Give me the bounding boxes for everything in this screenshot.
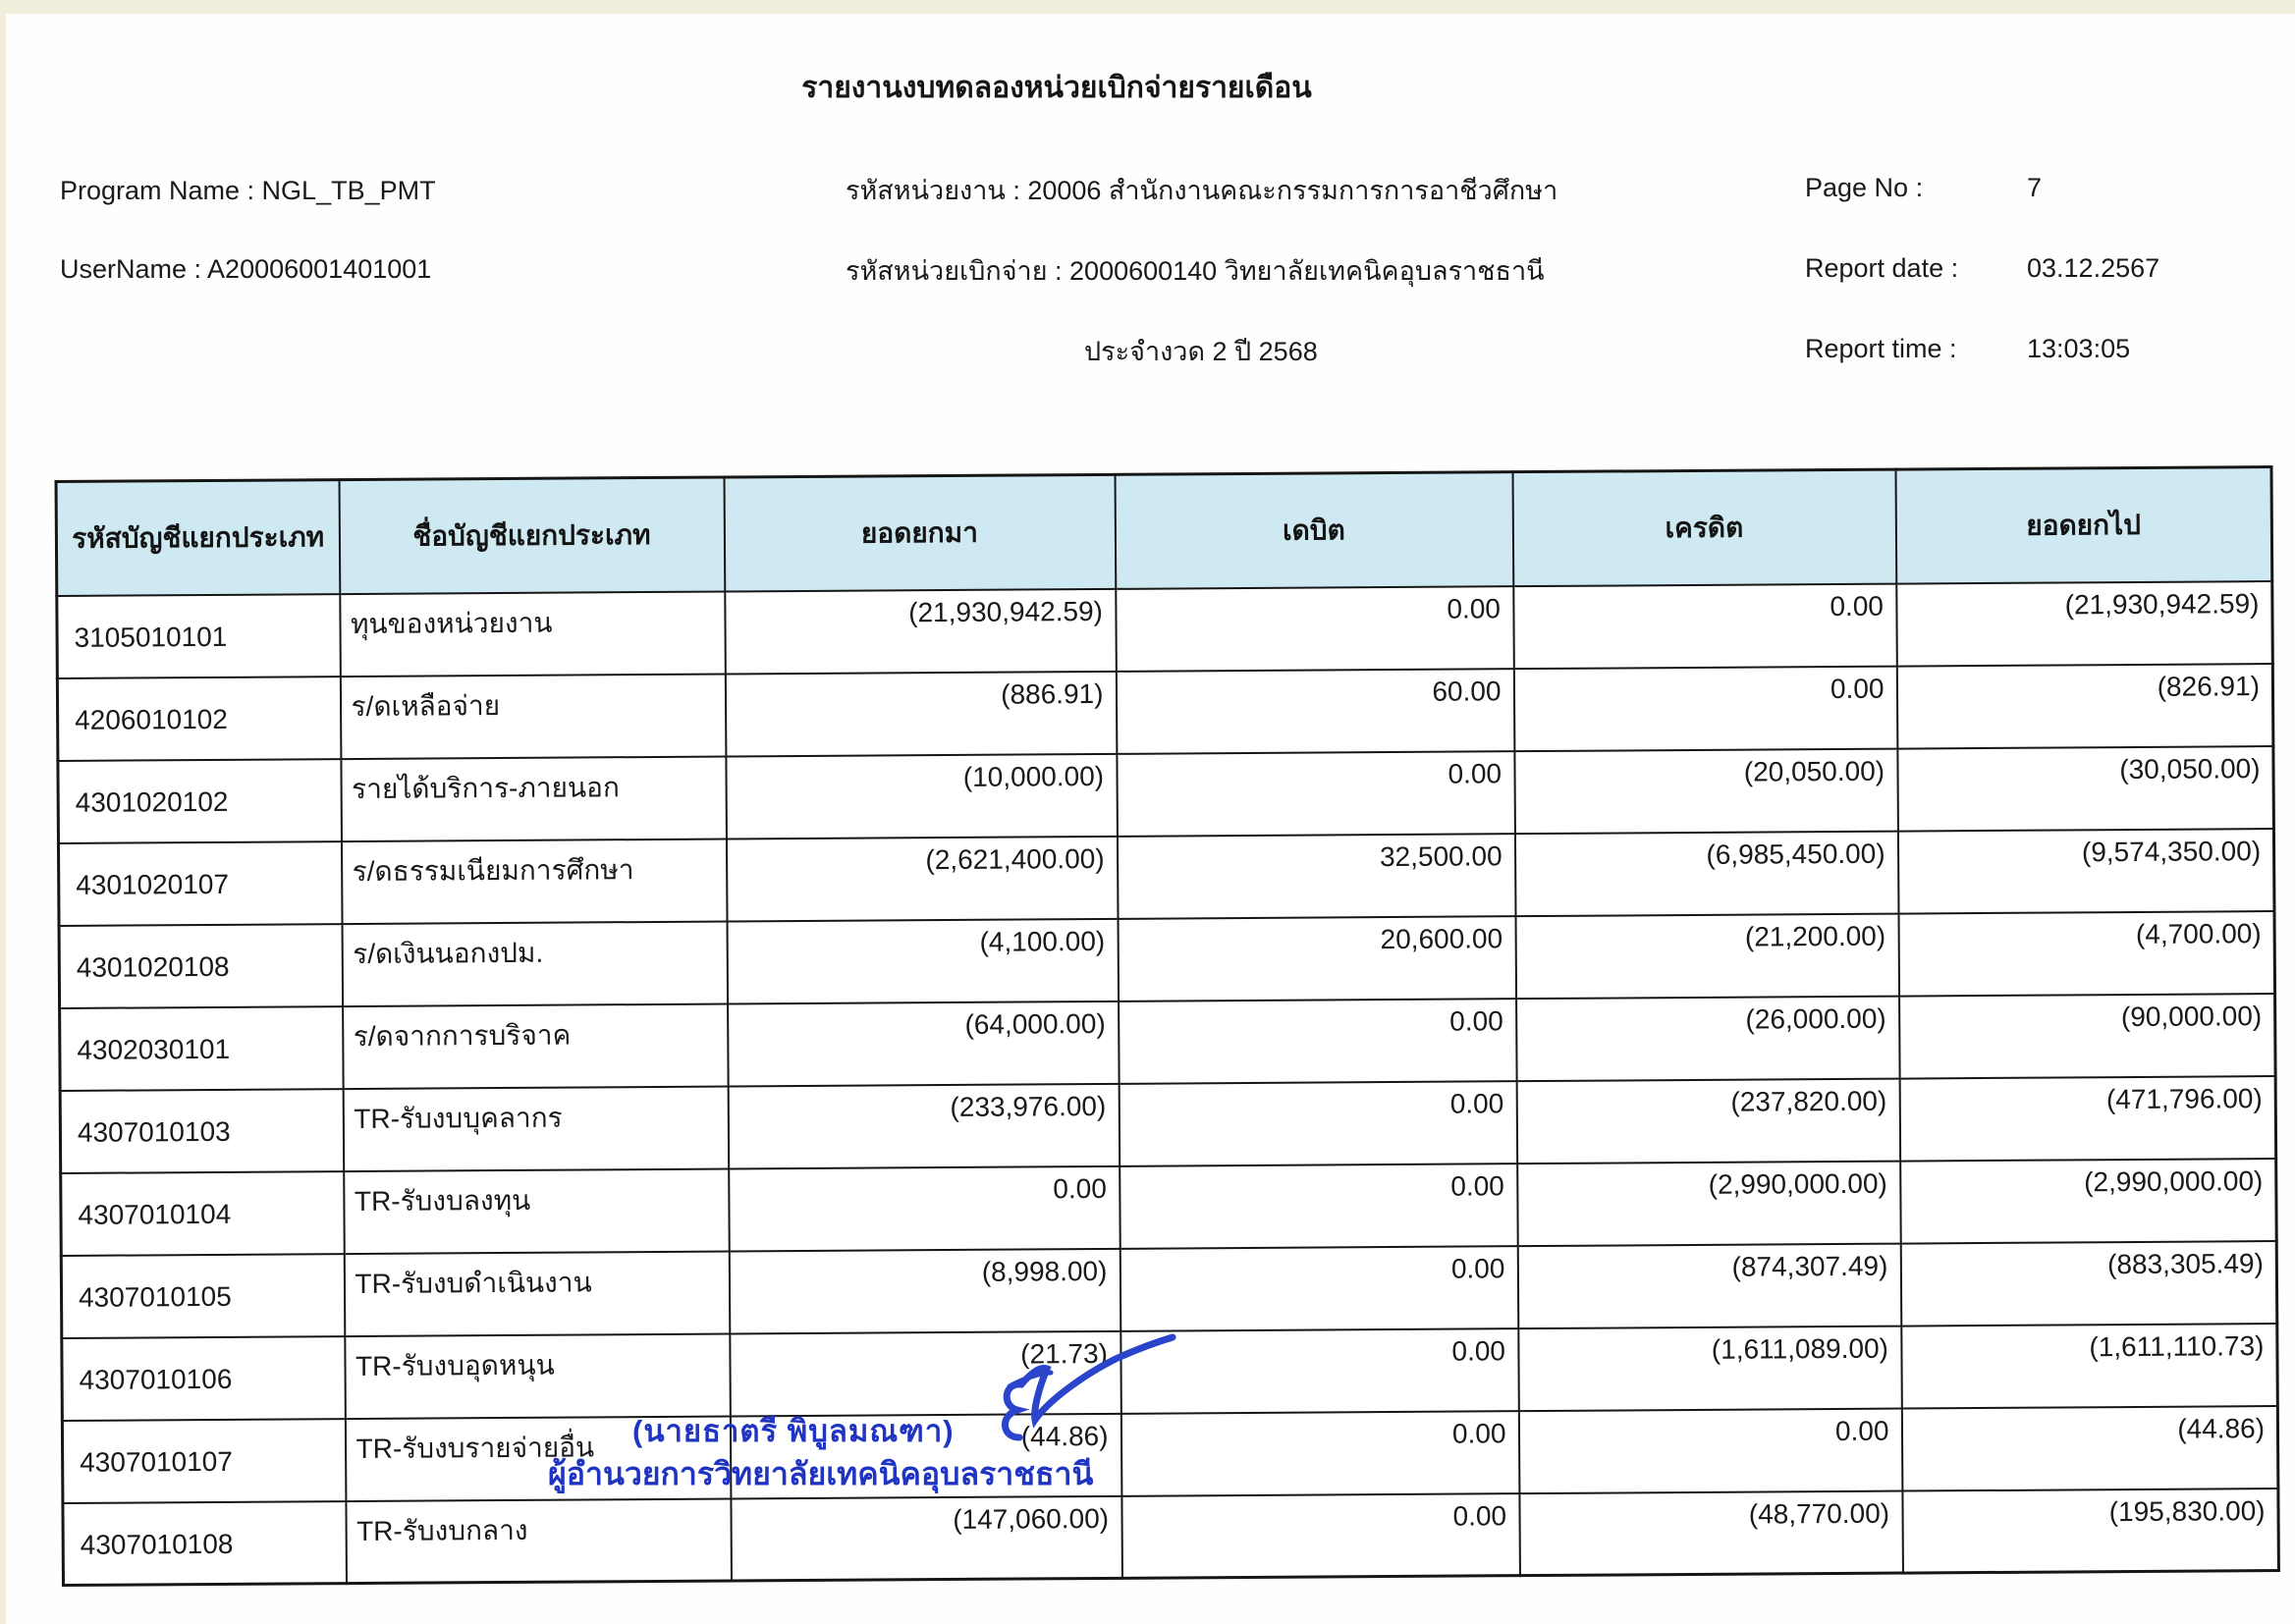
account-code-cell: 4307010104 bbox=[60, 1170, 345, 1256]
balance-carried-forward-cell: (471,796.00) bbox=[1899, 1075, 2276, 1162]
table-row: 4206010102 ร/ดเหลือจ่าย (886.91) 60.00 0.00(… bbox=[57, 663, 2273, 761]
table-row: 4302030101 ร/ดจากการบริจาค (64,000.00) 0.00… bbox=[59, 993, 2276, 1091]
debit-cell: 60.00 bbox=[1116, 668, 1514, 754]
balance-brought-forward-cell: (2,621,400.00) bbox=[726, 836, 1119, 921]
balance-brought-forward-cell: (21,930,942.59) bbox=[724, 588, 1117, 675]
column-header: ยอดยกไป bbox=[1894, 466, 2272, 584]
debit-cell: 0.00 bbox=[1119, 1163, 1518, 1249]
report-time-label: Report time : bbox=[1805, 334, 1957, 363]
credit-cell: (20,050.00) bbox=[1513, 748, 1898, 834]
table-row: 4301020107 ร/ดธรรมเนียมการศึกษา (2,621,400… bbox=[58, 828, 2274, 926]
table-row: 4301020108 ร/ดเงินนอกงปม. (4,100.00) 20,600… bbox=[59, 910, 2275, 1008]
column-header: เดบิต bbox=[1115, 471, 1513, 589]
credit-cell: 0.00 bbox=[1513, 666, 1897, 751]
agency-line: รหัสหน่วยงาน : 20006 สำนักงานคณะกรรมการก… bbox=[846, 176, 1558, 205]
account-name-cell: รายได้บริการ-ภายนอก bbox=[340, 755, 727, 841]
column-header: ยอดยกมา bbox=[724, 474, 1116, 592]
report-time-value: 13:03:05 bbox=[2027, 334, 2131, 363]
account-code-cell: 4307010106 bbox=[61, 1335, 346, 1421]
balance-brought-forward-cell: (886.91) bbox=[725, 671, 1117, 756]
account-code-cell: 4301020102 bbox=[57, 758, 342, 843]
stamp-title-line: ผู้อำนวยการวิทยาลัยเทคนิคอุบลราชธานี bbox=[548, 1456, 1094, 1491]
debit-cell: 0.00 bbox=[1120, 1492, 1520, 1579]
debit-cell: 0.00 bbox=[1116, 750, 1515, 837]
account-name-cell: ทุนของหน่วยงาน bbox=[339, 591, 726, 677]
balance-carried-forward-cell: (30,050.00) bbox=[1896, 745, 2274, 832]
account-name-cell: TR-รับงบบุคลากร bbox=[343, 1085, 729, 1171]
credit-cell: (26,000.00) bbox=[1515, 996, 1900, 1081]
balance-carried-forward-cell: (90,000.00) bbox=[1898, 993, 2276, 1079]
signature-mark bbox=[1002, 1333, 1176, 1441]
debit-cell: 0.00 bbox=[1120, 1245, 1518, 1331]
credit-cell: (874,307.49) bbox=[1517, 1243, 1901, 1328]
balance-carried-forward-cell: (2,990,000.00) bbox=[1899, 1158, 2277, 1244]
credit-cell: (237,820.00) bbox=[1516, 1078, 1900, 1164]
balance-carried-forward-cell: (883,305.49) bbox=[1900, 1240, 2277, 1326]
column-header: รหัสบัญชีแยกประเภท bbox=[56, 479, 340, 596]
balance-carried-forward-cell: (4,700.00) bbox=[1897, 910, 2275, 997]
page-no-label: Page No : bbox=[1805, 173, 1924, 202]
table-row: 4307010108 TR-รับงบกลาง (147,060.00) 0.00 (4… bbox=[62, 1488, 2279, 1586]
column-header: ชื่อบัญชีแยกประเภท bbox=[339, 477, 725, 594]
balance-brought-forward-cell: (147,060.00) bbox=[730, 1495, 1122, 1581]
page-no-value: 7 bbox=[2027, 173, 2043, 202]
account-name-cell: TR-รับงบลงทุน bbox=[343, 1167, 730, 1254]
disburse-unit-line: รหัสหน่วยเบิกจ่าย : 2000600140 วิทยาลัยเ… bbox=[846, 256, 1545, 286]
account-code-cell: 4307010103 bbox=[60, 1088, 344, 1173]
username-line: UserName : A20006001401001 bbox=[60, 254, 432, 284]
balance-carried-forward-cell: (195,830.00) bbox=[1901, 1488, 2279, 1574]
table-row: 4307010103 TR-รับงบบุคลากร (233,976.00) 0.0… bbox=[60, 1075, 2276, 1173]
balance-brought-forward-cell: 0.00 bbox=[728, 1165, 1120, 1251]
report-date-value: 03.12.2567 bbox=[2027, 253, 2160, 283]
balance-carried-forward-cell: (44.86) bbox=[1901, 1405, 2278, 1491]
table-header-row: รหัสบัญชีแยกประเภท ชื่อบัญชีแยกประเภท ยอดย… bbox=[56, 466, 2272, 596]
credit-cell: 0.00 bbox=[1512, 583, 1897, 669]
credit-cell: (21,200.00) bbox=[1515, 913, 1899, 999]
table-row: 4307010104 TR-รับงบลงทุน 0.00 0.00 (2,990,00… bbox=[60, 1158, 2277, 1256]
debit-cell: 0.00 bbox=[1119, 1080, 1517, 1166]
program-name-line: Program Name : NGL_TB_PMT bbox=[60, 176, 436, 205]
account-code-cell: 4307010105 bbox=[61, 1253, 345, 1338]
balance-carried-forward-cell: (1,611,110.73) bbox=[1900, 1323, 2278, 1409]
balance-brought-forward-cell: (8,998.00) bbox=[729, 1248, 1120, 1333]
balance-brought-forward-cell: (4,100.00) bbox=[727, 918, 1119, 1003]
stamp-name-line: (นายธาตรี พิบูลมณฑา) bbox=[632, 1414, 955, 1448]
debit-cell: 0.00 bbox=[1118, 998, 1517, 1084]
debit-cell: 32,500.00 bbox=[1117, 833, 1516, 919]
account-name-cell: ร/ดจากการบริจาค bbox=[342, 1002, 729, 1089]
report-title: รายงานงบทดลองหน่วยเบิกจ่ายรายเดือน bbox=[801, 72, 1312, 104]
account-code-cell: 4206010102 bbox=[57, 676, 341, 761]
account-code-cell: 4302030101 bbox=[59, 1005, 344, 1091]
account-name-cell: ร/ดเหลือจ่าย bbox=[340, 674, 726, 759]
credit-cell: (6,985,450.00) bbox=[1514, 831, 1898, 916]
table-row: 3105010101 ทุนของหน่วยงาน (21,930,942.59) 0… bbox=[56, 580, 2273, 678]
balance-brought-forward-cell: (64,000.00) bbox=[727, 1001, 1120, 1086]
report-date-label: Report date : bbox=[1805, 253, 1959, 283]
balance-carried-forward-cell: (826.91) bbox=[1896, 663, 2273, 749]
column-header: เครดิต bbox=[1512, 469, 1896, 586]
account-name-cell: TR-รับงบดำเนินงาน bbox=[344, 1250, 730, 1336]
debit-cell: 0.00 bbox=[1115, 585, 1514, 672]
credit-cell: (2,990,000.00) bbox=[1516, 1161, 1901, 1246]
credit-cell: 0.00 bbox=[1518, 1408, 1902, 1493]
account-code-cell: 4307010108 bbox=[62, 1500, 347, 1586]
credit-cell: (48,770.00) bbox=[1518, 1490, 1903, 1576]
document-page: รายงานงบทดลองหน่วยเบิกจ่ายรายเดือน Progr… bbox=[6, 14, 2295, 1624]
account-code-cell: 3105010101 bbox=[56, 593, 341, 678]
account-name-cell: ร/ดเงินนอกงปม. bbox=[342, 920, 728, 1006]
balance-brought-forward-cell: (10,000.00) bbox=[725, 753, 1118, 839]
balance-carried-forward-cell: (21,930,942.59) bbox=[1895, 580, 2273, 667]
table-row: 4301020102 รายได้บริการ-ภายนอก (10,000.00)… bbox=[57, 745, 2274, 843]
balance-carried-forward-cell: (9,574,350.00) bbox=[1897, 828, 2274, 914]
account-name-cell: TR-รับงบกลาง bbox=[345, 1497, 732, 1584]
account-name-cell: ร/ดธรรมเนียมการศึกษา bbox=[341, 838, 728, 924]
table-row: 4307010105 TR-รับงบดำเนินงาน (8,998.00) 0.0… bbox=[61, 1240, 2277, 1338]
debit-cell: 20,600.00 bbox=[1118, 915, 1516, 1001]
balance-brought-forward-cell: (233,976.00) bbox=[728, 1083, 1120, 1168]
credit-cell: (1,611,089.00) bbox=[1517, 1326, 1902, 1411]
account-code-cell: 4301020108 bbox=[59, 923, 343, 1008]
account-code-cell: 4307010107 bbox=[62, 1418, 346, 1503]
period-line: ประจำงวด 2 ปี 2568 bbox=[1084, 337, 1318, 366]
account-code-cell: 4301020107 bbox=[58, 840, 343, 926]
